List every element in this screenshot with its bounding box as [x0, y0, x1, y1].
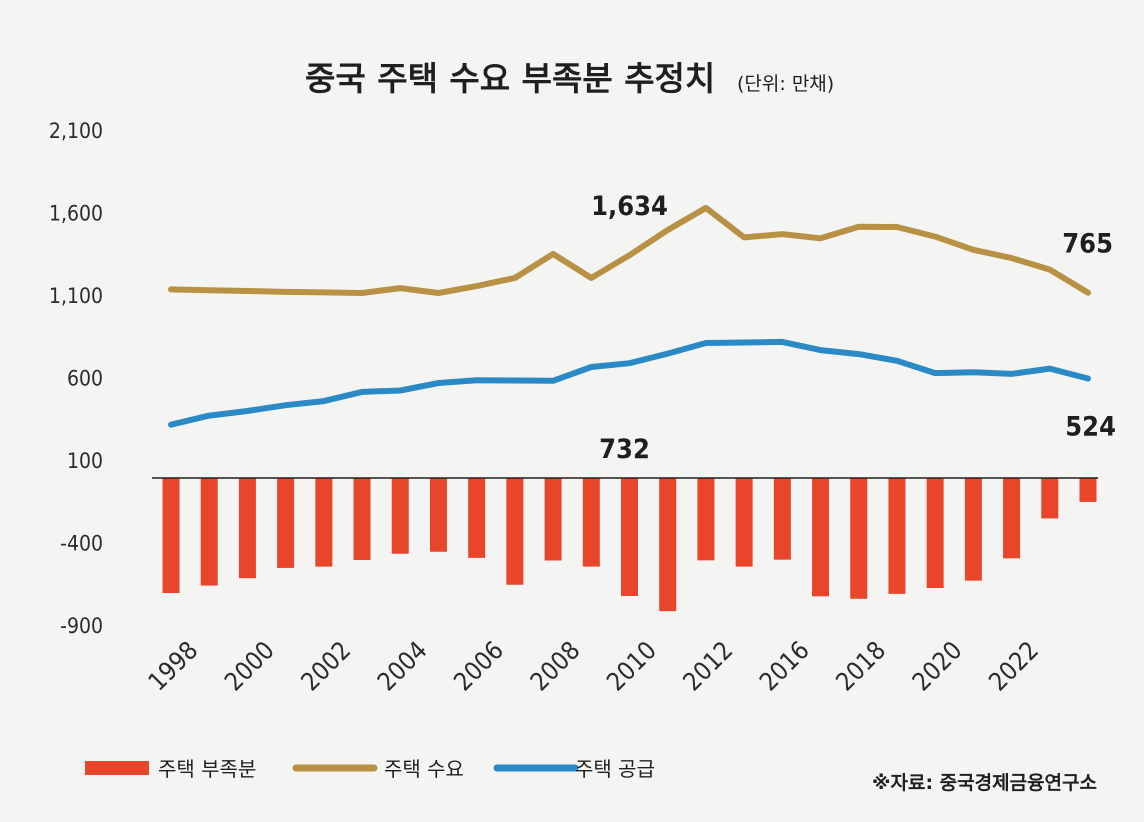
bar-shortage [735, 478, 753, 567]
bar-shortage [544, 478, 562, 561]
line-demand [168, 204, 1091, 296]
y-tick-label: 2,100 [49, 119, 103, 143]
data-labels: 1,634 732 765 524 [591, 191, 1116, 465]
legend-label: 주택 공급 [575, 757, 655, 781]
chart-title-main: 중국 주택 수요 부족분 추정치 [305, 59, 715, 98]
chart-title: 중국 주택 수요 부족분 추정치 (단위: 만채) [305, 59, 834, 98]
x-tick-label: 2020 [907, 636, 968, 697]
data-label: 1,634 [591, 191, 668, 222]
x-axis: 1998 2000 2002 2004 2006 2008 2010 2012 2016 2018… [143, 636, 1045, 697]
x-tick-label: 2000 [219, 636, 280, 697]
x-tick-label: 2006 [448, 636, 509, 697]
y-tick-label: 600 [67, 367, 103, 391]
bar-shortage [315, 478, 333, 567]
x-tick-label: 2012 [677, 636, 738, 697]
bar-shortage [888, 478, 906, 594]
bar-series [162, 478, 1097, 612]
y-axis: 2,100 1,600 1,100 600 100 -400 -900 [49, 119, 103, 638]
y-tick-label: 1,100 [49, 284, 103, 308]
chart-title-unit: (단위: 만채) [737, 73, 834, 95]
bar-shortage [1041, 478, 1059, 519]
x-tick-label: 2018 [830, 636, 891, 697]
bar-shortage [773, 478, 791, 560]
x-tick-label: 2008 [525, 636, 586, 697]
bar-shortage [621, 478, 638, 596]
bar-shortage [468, 478, 486, 558]
bar-shortage [812, 478, 830, 597]
bar-shortage [162, 478, 180, 593]
bar-shortage [926, 478, 944, 589]
bar-shortage [277, 478, 295, 568]
bar-shortage [238, 478, 256, 579]
data-label: 732 [599, 434, 650, 465]
bar-shortage [850, 478, 868, 599]
x-tick-label: 2002 [295, 636, 356, 697]
line-series [168, 204, 1091, 428]
bar-shortage [200, 478, 218, 586]
bar-shortage [659, 478, 677, 612]
legend-label: 주택 수요 [384, 757, 464, 781]
bar-shortage [429, 478, 447, 552]
x-tick-label: 1998 [143, 636, 204, 697]
y-tick-label: -400 [60, 532, 103, 556]
x-tick-label: 2004 [372, 636, 433, 697]
legend: 주택 부족분 주택 수요 주택 공급 [85, 757, 655, 781]
bar-shortage [697, 478, 715, 561]
bar-shortage [582, 478, 600, 567]
line-supply [168, 338, 1091, 428]
data-label: 765 [1062, 229, 1113, 260]
y-tick-label: -900 [60, 614, 103, 638]
y-tick-label: 1,600 [49, 202, 103, 226]
bar-shortage [964, 478, 982, 581]
bar-shortage [1003, 478, 1021, 559]
bar-shortage [1079, 478, 1097, 502]
x-tick-label: 2016 [754, 636, 815, 697]
bar-shortage [391, 478, 409, 554]
bar-shortage [353, 478, 371, 560]
y-tick-label: 100 [67, 449, 103, 473]
x-tick-label: 2022 [983, 636, 1044, 697]
bar-shortage [506, 478, 524, 585]
source-note: ※자료: 중국경제금융연구소 [872, 772, 1097, 794]
data-label: 524 [1065, 412, 1116, 443]
legend-swatch-bar [85, 761, 149, 775]
x-tick-label: 2010 [601, 636, 662, 697]
legend-label: 주택 부족분 [158, 757, 256, 781]
